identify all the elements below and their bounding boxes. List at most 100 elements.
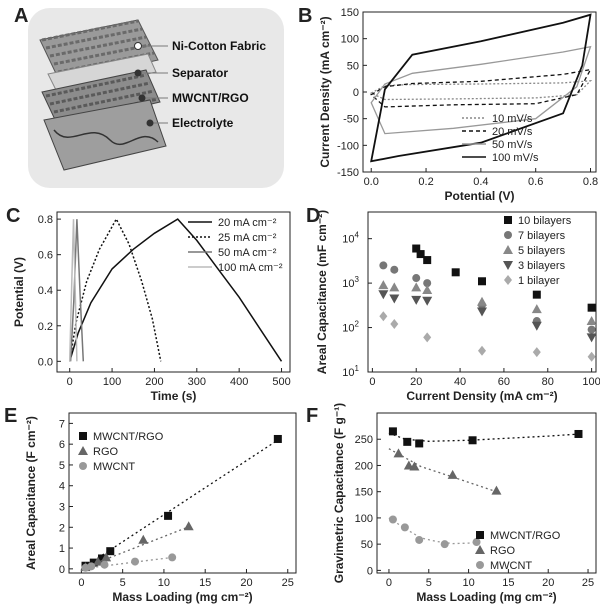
legend-marker-rgo — [78, 446, 88, 455]
legend-label-5-bilayers: 5 bilayers — [518, 245, 566, 257]
y-tick-label: 200 — [355, 460, 373, 472]
y-tick-label: 0 — [59, 564, 65, 576]
y-tick-label: 6 — [59, 439, 65, 451]
x-tick-label: 5 — [426, 577, 432, 589]
fit-line-rgo — [388, 448, 497, 493]
data-point-mwcnt-rgo — [273, 434, 282, 443]
x-tick-label: 100 — [103, 376, 121, 388]
y-tick-label: 0.8 — [38, 214, 53, 226]
data-point-1-bilayer — [587, 351, 596, 362]
x-tick-label: 0 — [78, 577, 84, 589]
label-separator: Separator — [172, 66, 228, 80]
panel-label-b: B — [298, 5, 312, 27]
y-tick-label: -50 — [343, 114, 359, 126]
x-tick-label: 10 — [158, 577, 170, 589]
data-point-5-bilayers — [422, 284, 433, 294]
data-point-3-bilayers — [422, 296, 433, 306]
legend: 20 mA cm⁻² 25 mA cm⁻² 50 mA cm⁻² 100 mA cm⁻… — [188, 217, 283, 274]
x-tick-label: 0.8 — [583, 176, 598, 188]
plot-area — [378, 244, 596, 362]
data-point-3-bilayers — [586, 333, 596, 343]
series-100-ma-cm — [68, 219, 78, 362]
y-tick-label: 150 — [341, 7, 359, 19]
legend-label-20-mv-s: 20 mV/s — [492, 126, 533, 138]
x-tick-label: 20 — [410, 376, 422, 388]
y-tick-label: 150 — [355, 487, 373, 499]
label-mwcnt-rgo: MWCNT/RGO — [172, 91, 249, 105]
y-tick-label: 50 — [361, 539, 373, 551]
data-point-10-bilayers — [478, 277, 486, 286]
x-tick-label: 100 — [582, 376, 600, 388]
data-point-rgo — [101, 552, 112, 562]
data-point-rgo — [393, 448, 404, 458]
data-point-rgo — [92, 556, 103, 566]
series-50-ma-cm — [69, 219, 85, 362]
x-tick-label: 10 — [462, 577, 474, 589]
data-point-mwcnt-rgo — [415, 439, 424, 448]
x-tick-label: 20 — [542, 577, 554, 589]
panel-label-c: C — [6, 205, 20, 227]
y-tick-label: 5 — [59, 460, 65, 472]
data-point-mwcnt-rgo — [98, 554, 107, 563]
y-tick-label: 0.6 — [38, 250, 53, 262]
x-tick-label: 80 — [542, 376, 554, 388]
fabric-weave-top — [41, 19, 155, 74]
legend-marker-rgo — [475, 545, 485, 554]
y-tick-label: 100 — [355, 513, 373, 525]
x-tick-label: 0 — [369, 376, 375, 388]
y-tick-label: 100 — [341, 34, 359, 46]
data-point-mwcnt-rgo — [388, 427, 397, 436]
electrolyte-layer — [43, 99, 167, 171]
plot-area — [68, 217, 283, 362]
x-tick-label: 60 — [498, 376, 510, 388]
legend-label-100-mv-s: 100 mV/s — [492, 152, 539, 164]
legend-label-mwcnt: MWCNT — [93, 461, 135, 473]
y-tick-label: 102 — [342, 320, 359, 335]
legend-label-rgo: RGO — [490, 545, 516, 557]
data-point-rgo — [138, 534, 149, 544]
legend-marker-3-bilayers — [503, 261, 513, 270]
data-point-mwcnt-rgo — [403, 437, 412, 446]
data-point-10-bilayers — [587, 303, 596, 312]
y-tick-exponent: 3 — [355, 275, 360, 284]
data-point-mwcnt — [400, 523, 409, 532]
data-point-mwcnt-rgo — [164, 511, 173, 520]
x-tick-label: 0 — [386, 577, 392, 589]
legend-label-10-mv-s: 10 mV/s — [492, 113, 533, 125]
plot-area — [388, 427, 583, 549]
legend-marker-mwcnt — [476, 561, 484, 569]
data-point-rgo — [409, 461, 420, 471]
y-tick-label: 103 — [342, 275, 359, 290]
callout-marker — [138, 94, 146, 102]
x-tick-label: 15 — [502, 577, 514, 589]
x-tick-label: 0.6 — [528, 176, 543, 188]
electrolyte-fibers — [53, 129, 159, 146]
data-point-10-bilayers — [451, 268, 460, 277]
chart-d: 0 20 40 60 80 100 101 102 103 104 Current Density … — [315, 210, 600, 403]
data-point-7-bilayers — [587, 325, 596, 334]
panel-label-d: D — [306, 205, 320, 227]
data-point-mwcnt — [100, 560, 109, 569]
data-point-3-bilayers — [389, 294, 400, 304]
x-tick-label: 500 — [272, 376, 290, 388]
data-point-1-bilayer — [423, 332, 432, 343]
data-point-5-bilayers — [378, 280, 389, 290]
y-tick-label: 1 — [59, 543, 65, 555]
data-point-10-bilayers — [412, 244, 421, 253]
data-point-10-bilayers — [416, 250, 425, 259]
y-tick-label: 3 — [59, 502, 65, 514]
legend: 10 bilayers 7 bilayers 5 bilayers 3 bilayer… — [503, 215, 572, 287]
legend-label-mwcnt: MWCNT — [490, 560, 532, 572]
data-point-1-bilayer — [379, 311, 388, 322]
separator-layer — [47, 53, 157, 95]
x-tick-label: 200 — [145, 376, 163, 388]
data-point-mwcnt-rgo — [106, 547, 115, 556]
data-point-10-bilayers — [532, 290, 541, 299]
data-point-3-bilayers — [411, 295, 422, 305]
legend-label-3-bilayers: 3 bilayers — [518, 260, 566, 272]
y-tick-label: 0.2 — [38, 321, 53, 333]
y-tick-label: 50 — [347, 60, 359, 72]
data-point-mwcnt — [131, 557, 140, 566]
x-tick-label: 0 — [67, 376, 73, 388]
